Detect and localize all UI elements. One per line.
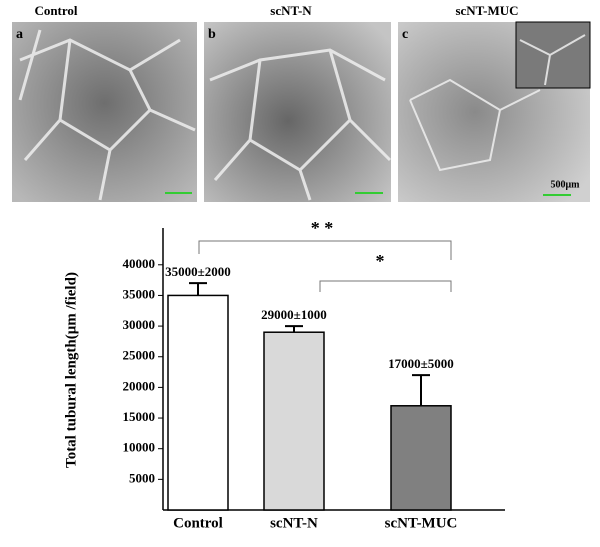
y-tick-label: 10000 bbox=[123, 440, 156, 455]
x-tick-label: Control bbox=[173, 515, 223, 531]
y-tick-label: 20000 bbox=[123, 378, 156, 393]
value-label: 29000±1000 bbox=[261, 307, 327, 322]
bar bbox=[167, 294, 229, 511]
scale-text: 500μm bbox=[551, 179, 581, 190]
bracket bbox=[198, 240, 452, 260]
panel-label: b bbox=[208, 27, 216, 42]
x-tick-label: scNT-N bbox=[270, 515, 318, 531]
micrograph-c bbox=[398, 21, 591, 202]
panel-label: a bbox=[16, 27, 23, 42]
x-tick-label: scNT-MUC bbox=[385, 515, 458, 531]
value-label: 17000±5000 bbox=[388, 356, 454, 371]
panel-label: c bbox=[402, 27, 408, 42]
bar bbox=[263, 331, 325, 511]
panel-title: Control bbox=[34, 3, 77, 18]
y-tick-label: 15000 bbox=[123, 409, 156, 424]
panel-title: scNT-MUC bbox=[455, 3, 518, 18]
significance: * bbox=[376, 251, 385, 271]
value-label: 35000±2000 bbox=[165, 264, 231, 279]
y-tick-label: 40000 bbox=[123, 256, 156, 271]
bracket bbox=[319, 280, 452, 292]
y-tick-label: 25000 bbox=[123, 348, 156, 363]
micrograph-b bbox=[204, 22, 392, 202]
y-tick-label: 35000 bbox=[123, 286, 156, 301]
y-tick-label: 5000 bbox=[129, 470, 155, 485]
y-tick-label: 30000 bbox=[123, 317, 156, 332]
bar bbox=[390, 405, 452, 511]
y-axis-label: Total tubural length(μm /field) bbox=[63, 272, 79, 468]
micrograph-a bbox=[12, 22, 197, 202]
significance: * * bbox=[311, 218, 334, 238]
panel-title: scNT-N bbox=[270, 3, 312, 18]
